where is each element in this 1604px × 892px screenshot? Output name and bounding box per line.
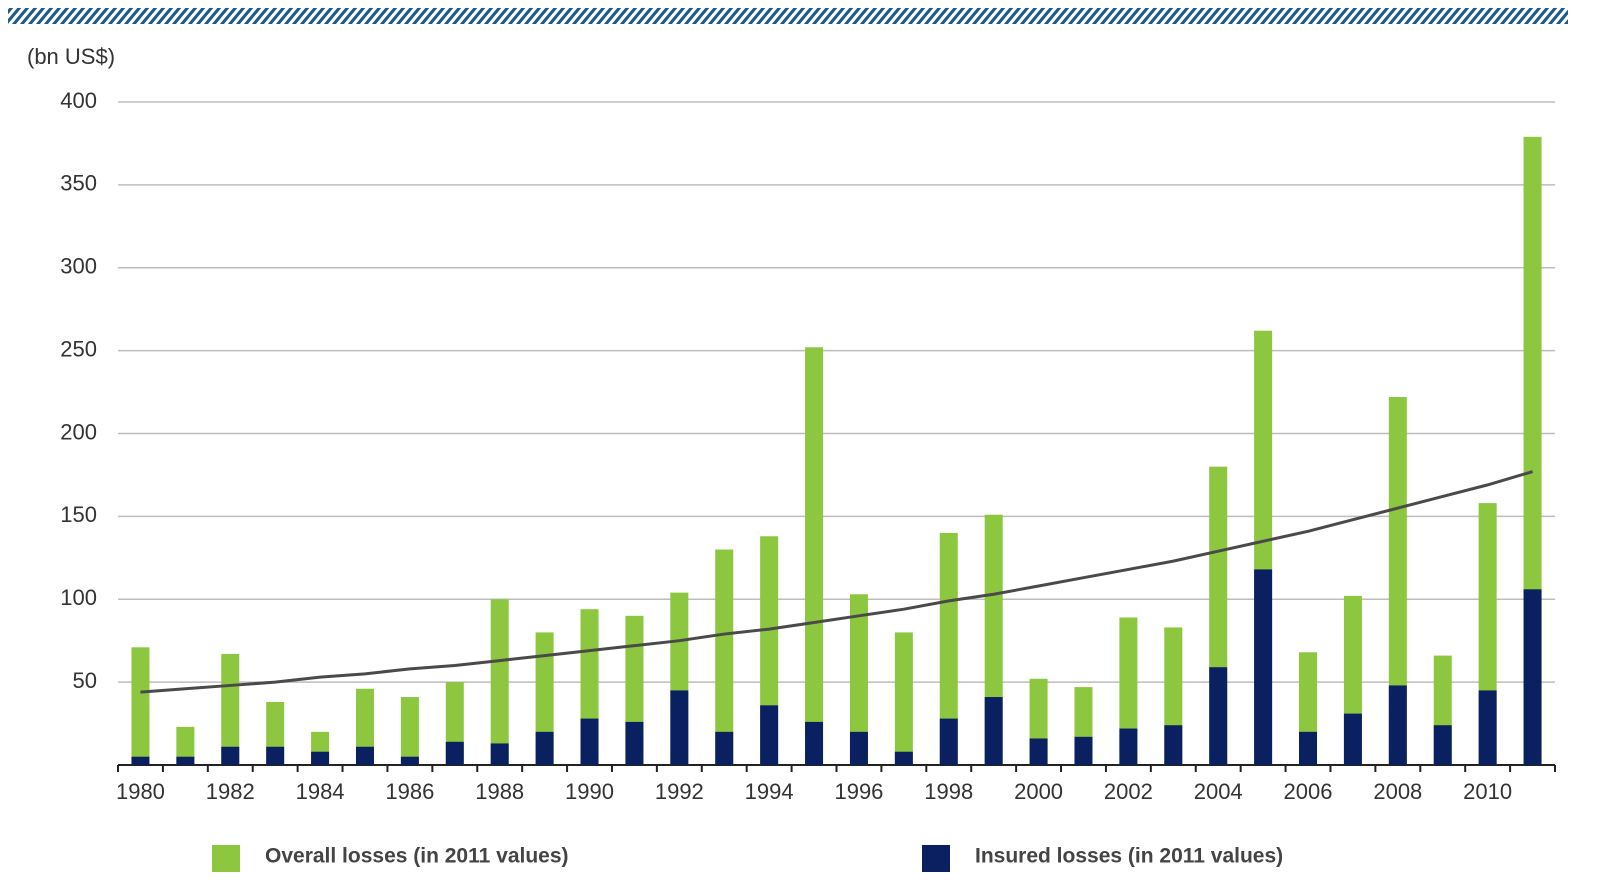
bar [939, 532, 958, 765]
x-tick-label: 2006 [1284, 779, 1333, 804]
bar [1119, 617, 1138, 765]
x-tick-label: 1986 [385, 779, 434, 804]
bar [355, 688, 374, 765]
bar [1433, 725, 1452, 765]
bar [715, 731, 734, 765]
y-tick-label: 350 [60, 171, 97, 196]
bar [984, 697, 1003, 765]
x-tick-label: 2004 [1194, 779, 1243, 804]
bar [355, 746, 374, 765]
bar [894, 751, 913, 765]
y-tick-label: 100 [60, 585, 97, 610]
bar [311, 751, 330, 765]
bar [1074, 736, 1093, 765]
y-tick-label: 50 [73, 668, 97, 693]
bar [894, 632, 913, 765]
trend-line [140, 470, 1533, 694]
y-tick-label: 250 [60, 336, 97, 361]
bar [760, 705, 779, 765]
bar [1478, 690, 1497, 765]
bar [490, 599, 509, 765]
bar [400, 756, 419, 765]
bar [1119, 728, 1138, 765]
bar [580, 718, 599, 765]
x-tick-label: 2008 [1373, 779, 1422, 804]
bar [1388, 685, 1407, 765]
bar [1164, 725, 1183, 765]
y-tick-label: 300 [60, 254, 97, 279]
bar [939, 718, 958, 765]
bar [1254, 569, 1273, 765]
legend-swatch [212, 845, 240, 872]
x-tick-label: 1996 [834, 779, 883, 804]
bar [1299, 731, 1318, 765]
y-tick-label: 200 [60, 419, 97, 444]
bar [176, 726, 195, 765]
bar [805, 721, 824, 765]
bar [176, 756, 195, 765]
bar [625, 721, 644, 765]
x-tick-label: 1998 [924, 779, 973, 804]
x-tick-label: 2010 [1463, 779, 1512, 804]
y-axis-label: (bn US$) [27, 44, 115, 69]
bar [849, 594, 868, 765]
bar [1029, 738, 1048, 765]
y-tick-label: 150 [60, 502, 97, 527]
bar [805, 347, 824, 765]
x-tick-label: 1984 [296, 779, 345, 804]
x-tick-label: 1992 [655, 779, 704, 804]
legend-label: Insured losses (in 2011 values) [975, 845, 1283, 868]
bar [1343, 713, 1362, 765]
bar [670, 690, 689, 765]
bar [266, 746, 285, 765]
bar [445, 741, 464, 765]
x-tick-label: 2000 [1014, 779, 1063, 804]
x-tick-label: 1988 [475, 779, 524, 804]
header-band [8, 8, 1568, 24]
x-tick-label: 1994 [745, 779, 794, 804]
x-tick-label: 1990 [565, 779, 614, 804]
bar [535, 731, 554, 765]
bar [715, 549, 734, 765]
bar [490, 743, 509, 765]
bar [131, 647, 150, 765]
bar [849, 731, 868, 765]
bar [221, 653, 240, 765]
bar [221, 746, 240, 765]
x-tick-label: 1982 [206, 779, 255, 804]
bar [1523, 589, 1542, 765]
legend-label: Overall losses (in 2011 values) [265, 845, 569, 868]
bar [1209, 667, 1228, 765]
x-tick-label: 1980 [116, 779, 165, 804]
bar [1388, 397, 1407, 765]
bar [131, 756, 150, 765]
x-tick-label: 2002 [1104, 779, 1153, 804]
legend-swatch [922, 845, 950, 872]
bar [400, 697, 419, 765]
y-tick-label: 400 [60, 88, 97, 113]
